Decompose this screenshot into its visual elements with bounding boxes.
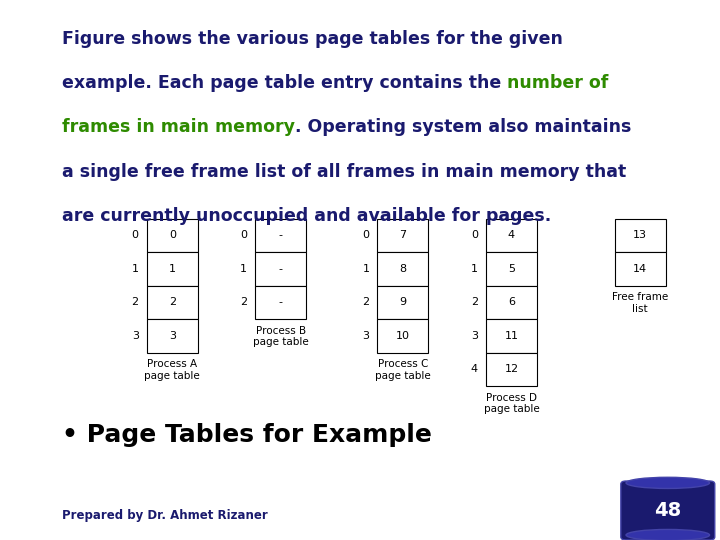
Text: 5: 5 [508, 264, 515, 274]
Bar [377, 252, 428, 286]
Text: a single free frame list of all frames in main memory that: a single free frame list of all frames i… [62, 163, 626, 180]
Text: 0: 0 [240, 231, 247, 240]
Text: 7: 7 [400, 231, 407, 240]
Text: 6: 6 [508, 298, 515, 307]
Text: 1: 1 [240, 264, 247, 274]
Text: Figure shows the various page tables for the given: Figure shows the various page tables for… [62, 30, 563, 48]
Bar [377, 319, 428, 353]
Text: 11: 11 [505, 331, 518, 341]
Text: 2: 2 [240, 298, 247, 307]
Text: frames in main memory: frames in main memory [62, 118, 295, 136]
Bar [377, 286, 428, 319]
Ellipse shape [626, 529, 709, 540]
Text: 1: 1 [471, 264, 478, 274]
Text: Process C
page table: Process C page table [375, 359, 431, 381]
Text: Free frame
list: Free frame list [612, 292, 668, 314]
Bar [256, 219, 306, 252]
Text: 13: 13 [634, 231, 647, 240]
Text: number of: number of [508, 74, 608, 92]
Text: 0: 0 [132, 231, 139, 240]
Text: 1: 1 [132, 264, 139, 274]
Bar [486, 319, 537, 353]
Text: Process D
page table: Process D page table [484, 393, 539, 414]
Text: 9: 9 [400, 298, 407, 307]
Bar [615, 252, 666, 286]
Text: 2: 2 [168, 298, 176, 307]
Bar [486, 286, 537, 319]
Text: 1: 1 [362, 264, 369, 274]
Text: -: - [279, 231, 283, 240]
Text: . Operating system also maintains: . Operating system also maintains [295, 118, 631, 136]
Bar [147, 286, 198, 319]
Text: -: - [279, 264, 283, 274]
Text: ITEC 202 Operating Systems: ITEC 202 Operating Systems [14, 170, 27, 370]
Text: Process B
page table: Process B page table [253, 326, 309, 347]
Text: 0: 0 [168, 231, 176, 240]
Text: 14: 14 [634, 264, 647, 274]
Text: 3: 3 [168, 331, 176, 341]
Text: 48: 48 [654, 501, 681, 519]
Bar [486, 353, 537, 386]
Text: 4: 4 [508, 231, 515, 240]
Bar [147, 219, 198, 252]
Text: 0: 0 [362, 231, 369, 240]
Bar [147, 252, 198, 286]
Text: are currently unoccupied and available for pages.: are currently unoccupied and available f… [62, 207, 552, 225]
Text: 3: 3 [362, 331, 369, 341]
Bar [377, 219, 428, 252]
Text: 10: 10 [396, 331, 410, 341]
Text: 3: 3 [471, 331, 478, 341]
Bar [486, 252, 537, 286]
Text: Process A
page table: Process A page table [145, 359, 200, 381]
Text: 12: 12 [505, 364, 518, 374]
Text: -: - [279, 298, 283, 307]
Text: 2: 2 [132, 298, 139, 307]
Text: 8: 8 [400, 264, 407, 274]
Bar [256, 252, 306, 286]
Ellipse shape [626, 477, 709, 489]
Bar [615, 219, 666, 252]
Text: 2: 2 [362, 298, 369, 307]
FancyBboxPatch shape [621, 481, 715, 540]
Text: Prepared by Dr. Ahmet Rizaner: Prepared by Dr. Ahmet Rizaner [62, 509, 268, 522]
Bar [256, 286, 306, 319]
Text: 4: 4 [471, 364, 478, 374]
Bar [147, 319, 198, 353]
Text: 1: 1 [168, 264, 176, 274]
Text: 3: 3 [132, 331, 139, 341]
Text: 2: 2 [471, 298, 478, 307]
Text: example. Each page table entry contains the: example. Each page table entry contains … [62, 74, 508, 92]
Bar [486, 219, 537, 252]
Text: 0: 0 [471, 231, 478, 240]
Text: • Page Tables for Example: • Page Tables for Example [62, 423, 432, 447]
